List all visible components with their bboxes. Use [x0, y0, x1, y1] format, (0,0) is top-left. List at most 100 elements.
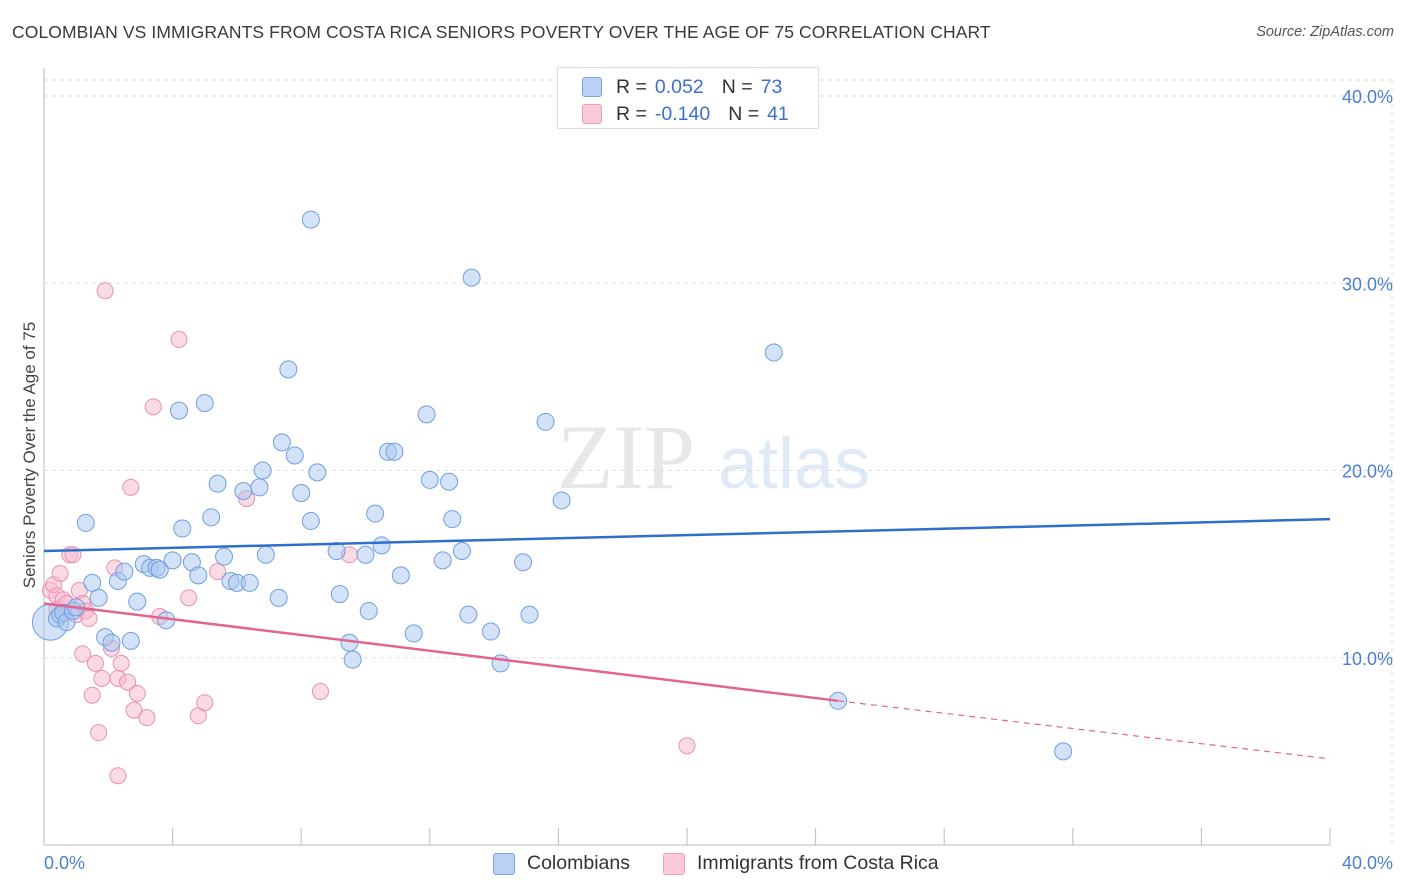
data-point-colombians: [1054, 742, 1073, 761]
data-point-colombians: [366, 504, 385, 523]
legend: R = 0.052 N = 73 R = -0.140 N = 41: [557, 67, 819, 129]
legend-n-label: N =: [728, 102, 760, 125]
data-point-colombians: [372, 536, 391, 555]
data-point-colombians: [240, 573, 259, 592]
data-point-costa-rica: [119, 673, 137, 691]
data-point-costa-rica: [128, 684, 146, 702]
legend-r-value: -0.140: [654, 102, 711, 125]
data-point-colombians: [417, 405, 436, 424]
data-point-colombians: [356, 545, 375, 564]
source-label: Source: ZipAtlas.com: [1256, 24, 1394, 40]
bottom-legend-label: Colombians: [527, 852, 630, 874]
data-point-costa-rica: [138, 709, 156, 727]
data-point-colombians: [173, 519, 192, 538]
data-point-colombians: [256, 545, 275, 564]
data-point-colombians: [272, 433, 291, 452]
data-point-colombians: [443, 510, 462, 529]
data-point-colombians: [76, 513, 95, 532]
data-point-colombians: [89, 588, 108, 607]
trend-line-costa-rica: [43, 602, 839, 703]
data-point-colombians: [102, 633, 121, 652]
data-point-colombians: [292, 483, 311, 502]
data-point-colombians: [330, 585, 349, 604]
y-tick-label: 20.0%: [1342, 462, 1393, 482]
data-point-colombians: [462, 268, 481, 287]
data-point-costa-rica: [311, 682, 329, 700]
chart-title: COLOMBIAN VS IMMIGRANTS FROM COSTA RICA …: [12, 22, 991, 42]
data-point-colombians: [359, 601, 378, 620]
data-point-costa-rica: [96, 282, 114, 300]
trend-lines: [43, 517, 1331, 760]
data-point-colombians: [514, 553, 533, 572]
data-point-colombians: [128, 592, 147, 611]
data-point-colombians: [202, 508, 221, 527]
y-tick-label: 10.0%: [1342, 649, 1393, 669]
data-point-costa-rica: [678, 737, 696, 755]
x-tick-label: 40.0%: [1342, 853, 1393, 873]
data-point-costa-rica: [125, 701, 143, 719]
data-point-colombians: [279, 360, 298, 379]
data-point-costa-rica: [170, 330, 188, 348]
data-point-colombians: [195, 394, 214, 413]
y-tick-label: 30.0%: [1342, 274, 1393, 294]
data-point-colombians: [520, 605, 539, 624]
legend-n-value: 73: [760, 75, 783, 98]
legend-swatch-pink: [582, 104, 602, 124]
legend-swatch-blue: [493, 852, 515, 875]
data-point-costa-rica: [196, 694, 214, 712]
data-point-colombians: [253, 461, 272, 480]
legend-n-value: 41: [767, 102, 789, 125]
data-point-colombians: [385, 442, 404, 461]
data-point-colombians: [121, 631, 140, 650]
axes: [43, 68, 1331, 846]
bottom-legend: Colombians Immigrants from Costa Rica: [0, 852, 1406, 876]
watermark-atlas: atlas: [718, 424, 870, 504]
data-point-colombians: [452, 542, 471, 561]
data-point-colombians: [83, 573, 102, 592]
data-point-colombians: [269, 588, 288, 607]
data-point-colombians: [391, 566, 410, 585]
data-point-colombians: [536, 412, 555, 431]
data-point-colombians: [308, 463, 327, 482]
data-point-costa-rica: [112, 654, 130, 672]
data-point-costa-rica: [93, 669, 111, 687]
data-point-colombians: [285, 446, 304, 465]
data-point-costa-rica: [74, 645, 92, 663]
legend-r-value: 0.052: [654, 75, 704, 98]
legend-r-label: R =: [616, 102, 647, 125]
bottom-legend-label: Immigrants from Costa Rica: [697, 852, 939, 874]
data-point-costa-rica: [86, 654, 104, 672]
data-point-colombians: [420, 470, 439, 489]
data-point-colombians: [215, 547, 234, 566]
legend-swatch-blue: [582, 77, 602, 97]
data-point-colombians: [234, 482, 253, 501]
data-point-costa-rica: [109, 767, 127, 785]
data-point-colombians: [764, 343, 783, 362]
series-costa-rica-points: [41, 282, 696, 785]
legend-n-label: N =: [721, 75, 753, 98]
data-point-colombians: [208, 474, 227, 493]
data-point-colombians: [250, 478, 269, 497]
data-point-costa-rica: [144, 398, 162, 416]
y-tick-label: 40.0%: [1342, 87, 1393, 107]
legend-row-costa-rica: R = -0.140 N = 41: [582, 101, 789, 127]
data-point-colombians: [189, 566, 208, 585]
data-point-colombians: [301, 512, 320, 531]
data-point-costa-rica: [122, 478, 140, 496]
legend-swatch-pink: [663, 852, 685, 875]
y-axis-title: Seniors Poverty Over the Age of 75: [20, 322, 39, 588]
tick-labels: 10.0% 20.0% 30.0% 40.0% 0.0% 40.0%: [44, 87, 1393, 873]
data-point-colombians: [552, 491, 571, 510]
series-colombians-points: [31, 210, 1073, 761]
data-point-costa-rica: [80, 609, 98, 627]
data-point-costa-rica: [90, 724, 108, 742]
legend-r-label: R =: [616, 75, 647, 98]
trend-line-costa-rica-extension: [838, 700, 1331, 760]
data-point-colombians: [481, 622, 500, 641]
data-point-costa-rica: [51, 564, 69, 582]
data-point-colombians: [327, 542, 346, 561]
x-tick-label: 0.0%: [44, 853, 85, 873]
data-point-colombians: [343, 650, 362, 669]
legend-row-colombians: R = 0.052 N = 73: [582, 74, 782, 100]
data-point-costa-rica: [209, 563, 227, 581]
